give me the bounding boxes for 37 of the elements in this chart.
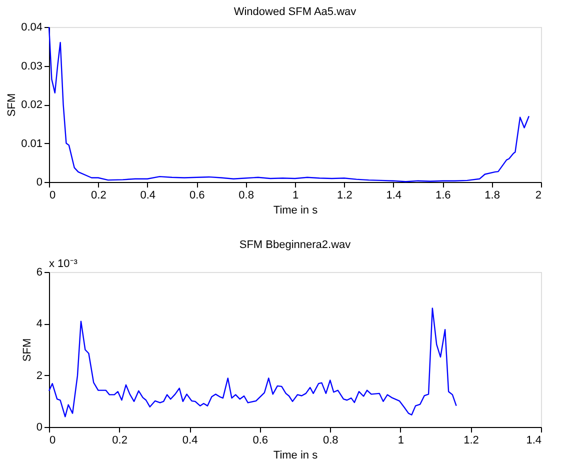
x-tick-label: 1.2 <box>464 434 479 446</box>
x-tick-label: 0.2 <box>91 190 106 202</box>
x-tick-label: 0.4 <box>182 434 198 446</box>
y-tick-label: 0 <box>36 176 42 188</box>
x-tick-label: 0.4 <box>140 190 156 202</box>
y-tick-label: 6 <box>36 266 42 278</box>
y-tick-label: 0.04 <box>21 22 42 34</box>
x-tick-label: 1.8 <box>484 190 500 202</box>
y-axis-title: SFM <box>21 338 34 362</box>
x-tick-label: 1.6 <box>435 190 451 202</box>
x-tick-label: 0.2 <box>112 434 128 446</box>
y-tick-label: 0 <box>36 422 42 434</box>
x-tick-label: 2 <box>535 190 542 202</box>
x-tick-label: 1.4 <box>526 434 542 446</box>
y-tick-label: 4 <box>36 318 42 330</box>
x-tick-label: 1 <box>398 434 404 446</box>
x-tick-label: 0.8 <box>238 190 254 202</box>
x-tick-label: 0.8 <box>322 434 338 446</box>
chart-title: SFM Bbeginnera2.wav <box>239 239 352 251</box>
x-tick-label: 0.6 <box>189 190 205 202</box>
y-tick-label: 2 <box>36 370 42 382</box>
y-tick-label: 0.03 <box>21 60 42 72</box>
x-tick-label: 1 <box>292 190 299 202</box>
y-tick-label: 0.01 <box>21 138 42 150</box>
chart-title: Windowed SFM Aa5.wav <box>234 6 357 18</box>
y-tick-label: 0.02 <box>21 99 42 111</box>
line-series <box>48 308 457 418</box>
x-axis-title: Time in s <box>273 204 318 216</box>
y-axis-title: SFM <box>6 93 18 117</box>
x-tick-label: 0 <box>50 434 56 446</box>
x-tick-label: 1.2 <box>337 190 352 202</box>
line-series <box>48 26 530 182</box>
text: x 10⁻³ <box>49 258 78 270</box>
x-axis-title: Time in s <box>273 450 318 460</box>
x-tick-label: 1.4 <box>386 190 402 202</box>
x-tick-label: 0 <box>50 190 56 202</box>
x-tick-label: 0.6 <box>252 434 268 446</box>
